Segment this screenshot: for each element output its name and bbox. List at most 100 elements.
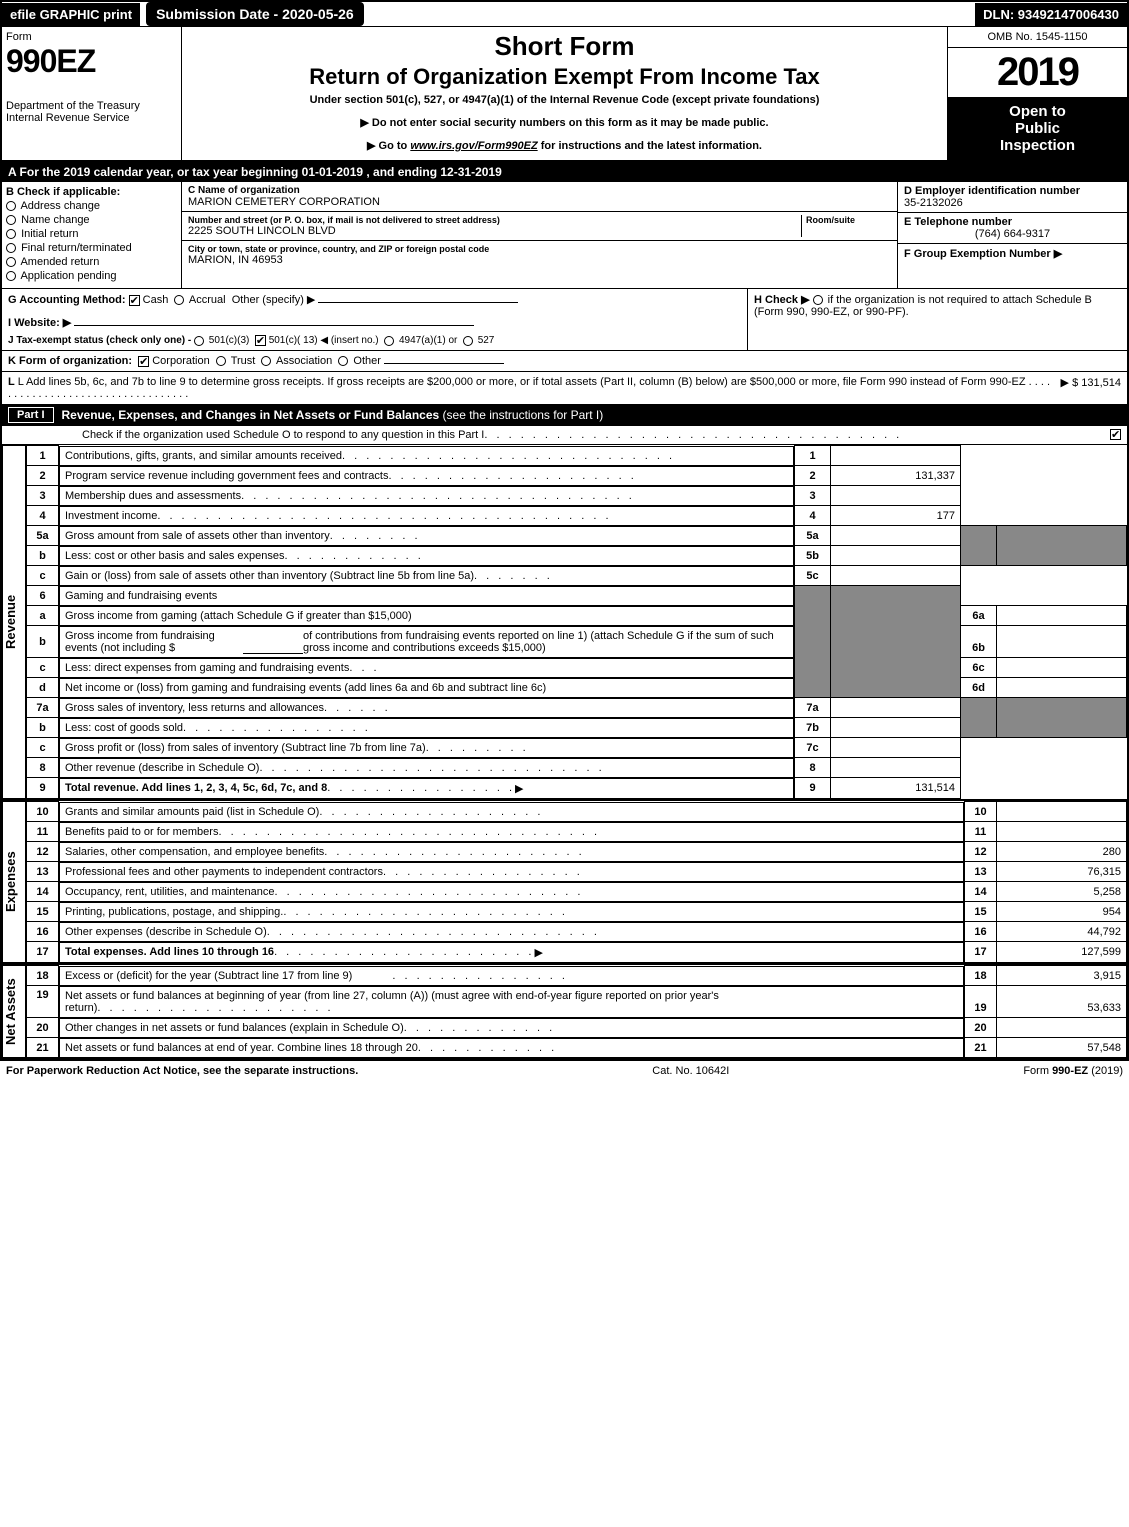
- line-15: 15Printing, publications, postage, and s…: [27, 902, 1127, 922]
- chk-cash[interactable]: [129, 295, 140, 306]
- line-6d: dNet income or (loss) from gaming and fu…: [27, 678, 1127, 698]
- street-address: 2225 SOUTH LINCOLN BLVD: [188, 225, 801, 237]
- other-org-input[interactable]: [384, 363, 504, 364]
- chk-schedule-o[interactable]: [1110, 429, 1121, 440]
- form-number: 990EZ: [6, 43, 177, 80]
- inspection-box: Open to Public Inspection: [948, 97, 1127, 160]
- trust-label: Trust: [231, 355, 256, 367]
- i-label: I Website: ▶: [8, 317, 71, 329]
- insp-2: Public: [954, 120, 1121, 137]
- row-k: K Form of organization: Corporation Trus…: [2, 350, 1127, 371]
- line-6b: bGross income from fundraising events (n…: [27, 626, 1127, 658]
- insp-3: Inspection: [954, 137, 1121, 154]
- submission-date: Submission Date - 2020-05-26: [146, 2, 364, 26]
- line-11: 11Benefits paid to or for members. . . .…: [27, 822, 1127, 842]
- side-revenue: Revenue: [2, 445, 26, 799]
- line-6c: cLess: direct expenses from gaming and f…: [27, 658, 1127, 678]
- line-1: 1Contributions, gifts, grants, and simil…: [27, 446, 1127, 466]
- line-14: 14Occupancy, rent, utilities, and mainte…: [27, 882, 1127, 902]
- note-link: ▶ Go to www.irs.gov/Form990EZ for instru…: [186, 139, 943, 152]
- chk-501c[interactable]: [255, 335, 266, 346]
- cell-city: City or town, state or province, country…: [182, 241, 897, 269]
- org-name: MARION CEMETERY CORPORATION: [188, 196, 891, 208]
- chk-4947[interactable]: [384, 336, 394, 346]
- j-label: J Tax-exempt status (check only one) -: [8, 335, 191, 346]
- website-input[interactable]: [74, 325, 474, 326]
- phone-value: (764) 664-9317: [904, 228, 1121, 240]
- other-input[interactable]: [318, 302, 518, 303]
- dln-label: DLN: 93492147006430: [975, 3, 1127, 26]
- line-19: 19Net assets or fund balances at beginni…: [27, 986, 1127, 1018]
- line-8: 8Other revenue (describe in Schedule O).…: [27, 758, 1127, 778]
- k-label: K Form of organization:: [8, 355, 132, 367]
- line-18: 18Excess or (deficit) for the year (Subt…: [27, 966, 1127, 986]
- line-13: 13Professional fees and other payments t…: [27, 862, 1127, 882]
- row-l: L L Add lines 5b, 6c, and 7b to line 9 t…: [2, 371, 1127, 404]
- 501c-label: 501(c)( 13) ◀ (insert no.): [269, 335, 379, 346]
- chk-initial-return[interactable]: Initial return: [6, 228, 177, 240]
- part-1-title: Revenue, Expenses, and Changes in Net As…: [62, 408, 1121, 422]
- line-6a: aGross income from gaming (attach Schedu…: [27, 606, 1127, 626]
- col-b: B Check if applicable: Address change Na…: [2, 182, 182, 288]
- chk-amended-return[interactable]: Amended return: [6, 256, 177, 268]
- arrow-icon: ▶: [515, 782, 523, 795]
- chk-address-change[interactable]: Address change: [6, 200, 177, 212]
- chk-501c3[interactable]: [194, 336, 204, 346]
- addr-label: Number and street (or P. O. box, if mail…: [188, 215, 801, 225]
- insp-1: Open to: [954, 103, 1121, 120]
- top-bar: efile GRAPHIC print Submission Date - 20…: [2, 2, 1127, 27]
- part-1-header: Part I Revenue, Expenses, and Changes in…: [2, 404, 1127, 426]
- line-17: 17Total expenses. Add lines 10 through 1…: [27, 942, 1127, 963]
- line-5c: cGain or (loss) from sale of assets othe…: [27, 566, 1127, 586]
- part-1-num: Part I: [8, 407, 54, 423]
- footer-paperwork: For Paperwork Reduction Act Notice, see …: [6, 1065, 358, 1077]
- footer-catno: Cat. No. 10642I: [358, 1065, 1023, 1077]
- chk-527[interactable]: [463, 336, 473, 346]
- line-21: 21Net assets or fund balances at end of …: [27, 1038, 1127, 1058]
- accrual-label: Accrual: [189, 294, 226, 306]
- arrow-icon: ▶: [534, 946, 542, 959]
- header-center: Short Form Return of Organization Exempt…: [182, 27, 947, 160]
- cell-org-name: C Name of organization MARION CEMETERY C…: [182, 182, 897, 212]
- l-text: L Add lines 5b, 6c, and 7b to line 9 to …: [18, 376, 1026, 388]
- fundraising-amt-input[interactable]: [243, 630, 303, 654]
- chk-corporation[interactable]: [138, 356, 149, 367]
- l-amount: ▶ $ 131,514: [1055, 376, 1121, 400]
- line-9: 9Total revenue. Add lines 1, 2, 3, 4, 5c…: [27, 778, 1127, 799]
- line-3: 3Membership dues and assessments. . . . …: [27, 486, 1127, 506]
- d-label: D Employer identification number: [904, 185, 1121, 197]
- cell-address: Number and street (or P. O. box, if mail…: [182, 212, 897, 241]
- note-link-post: for instructions and the latest informat…: [538, 140, 762, 152]
- chk-trust[interactable]: [216, 356, 226, 366]
- chk-association[interactable]: [261, 356, 271, 366]
- assoc-label: Association: [276, 355, 332, 367]
- corp-label: Corporation: [152, 355, 209, 367]
- title-short-form: Short Form: [186, 31, 943, 62]
- line-12: 12Salaries, other compensation, and empl…: [27, 842, 1127, 862]
- chk-schedule-b[interactable]: [813, 295, 823, 305]
- line-7c: cGross profit or (loss) from sales of in…: [27, 738, 1127, 758]
- header-right: OMB No. 1545-1150 2019 Open to Public In…: [947, 27, 1127, 160]
- cell-group-exemption: F Group Exemption Number ▶: [898, 244, 1127, 263]
- note-link-pre: ▶ Go to: [367, 140, 410, 152]
- efile-label[interactable]: efile GRAPHIC print: [2, 3, 140, 26]
- note-ssn: ▶ Do not enter social security numbers o…: [186, 116, 943, 129]
- footer-formref: Form 990-EZ (2019): [1023, 1065, 1123, 1077]
- chk-final-return[interactable]: Final return/terminated: [6, 242, 177, 254]
- part-1-check: Check if the organization used Schedule …: [2, 426, 1127, 445]
- other-label: Other (specify) ▶: [232, 294, 316, 306]
- irs-link[interactable]: www.irs.gov/Form990EZ: [410, 140, 537, 152]
- expenses-table: 10Grants and similar amounts paid (list …: [26, 801, 1127, 963]
- 501c3-label: 501(c)(3): [209, 335, 250, 346]
- chk-other-org[interactable]: [338, 356, 348, 366]
- city-label: City or town, state or province, country…: [188, 244, 891, 254]
- omb-number: OMB No. 1545-1150: [948, 27, 1127, 48]
- chk-accrual[interactable]: [174, 295, 184, 305]
- chk-application-pending[interactable]: Application pending: [6, 270, 177, 282]
- col-right: D Employer identification number 35-2132…: [897, 182, 1127, 288]
- part-1-check-text: Check if the organization used Schedule …: [82, 429, 484, 441]
- dept-irs: Internal Revenue Service: [6, 112, 177, 124]
- e-label: E Telephone number: [904, 216, 1121, 228]
- tax-year: 2019: [948, 48, 1127, 97]
- chk-name-change[interactable]: Name change: [6, 214, 177, 226]
